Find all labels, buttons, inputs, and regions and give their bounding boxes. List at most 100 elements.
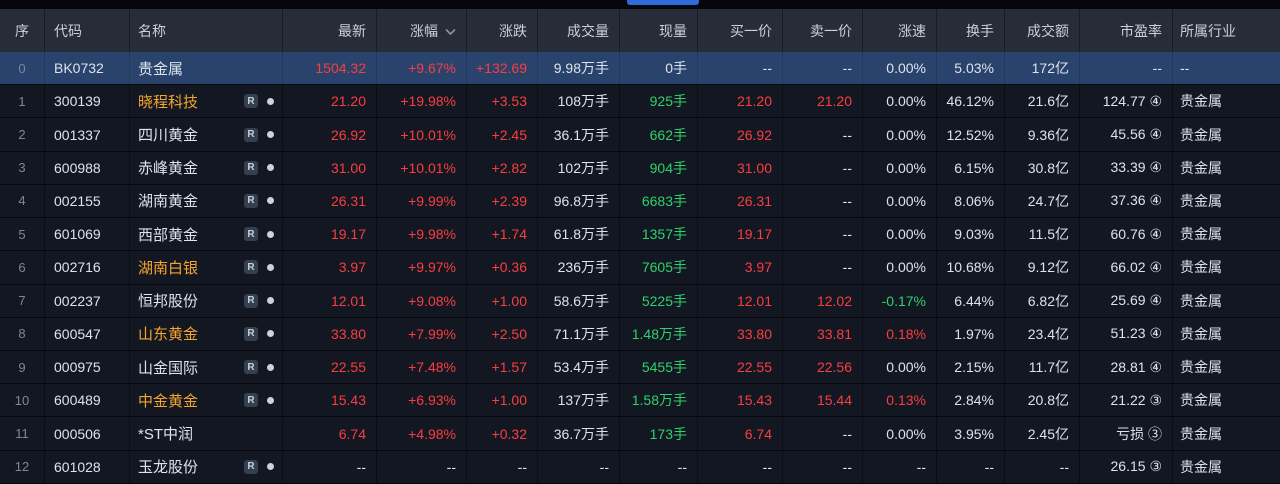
status-dot-icon [267,97,274,105]
table-row[interactable]: 7 002237 恒邦股份 R 12.01 +9.08% +1.00 58.6万手 5225手 1… [0,284,1280,318]
table-row[interactable]: 4 002155 湖南黄金 R 26.31 +9.99% +2.39 96.8万手 6683手 2… [0,184,1280,219]
cell-last: 12.01 [283,284,377,317]
cell-volume: 53.4万手 [538,350,620,384]
status-dot-icon [267,197,274,205]
header-label: 代码 [54,22,82,39]
cell-turnover: 6.15% [937,151,1005,184]
cell-speed: 0.00% [863,85,937,118]
cell-amount: 23.4亿 [1005,317,1080,350]
cell-bid: 31.00 [698,151,783,184]
cell-volume: 108万手 [538,85,620,118]
cell-last: 21.20 [283,85,377,118]
cell-change_pct: +9.99% [377,184,467,218]
margin-trading-r-badge-icon: R [244,193,258,208]
stock-name: 贵金属 [138,60,184,78]
cell-turnover: 9.03% [937,218,1005,251]
cell-code: 002716 [45,251,130,284]
header-cur_vol[interactable]: 现量 [620,9,698,52]
cell-turnover: 3.95% [937,417,1005,450]
cell-name: 湖南黄金 R [130,184,283,218]
header-change_pct[interactable]: 涨幅 [377,9,467,52]
header-seq[interactable]: 序 [0,9,45,52]
header-label: 现量 [659,22,687,39]
cell-code: 600547 [45,317,130,350]
status-dot-icon [267,363,274,371]
cell-change: +1.00 [467,384,538,417]
table-row[interactable]: 3 600988 赤峰黄金 R 31.00 +10.01% +2.82 102万手 904手 31… [0,151,1280,185]
cell-speed: 0.13% [863,384,937,417]
header-label: 涨速 [898,22,926,39]
header-ask[interactable]: 卖一价 [783,9,863,52]
table-row[interactable]: 9 000975 山金国际 R 22.55 +7.48% +1.57 53.4万手 5455手 2… [0,350,1280,385]
header-last[interactable]: 最新 [283,9,377,52]
cell-bid: 26.92 [698,118,783,151]
header-name[interactable]: 名称 [130,9,283,52]
cell-code: 000975 [45,350,130,384]
table-row[interactable]: 10 600489 中金黄金 R 15.43 +6.93% +1.00 137万手 1.58万手… [0,384,1280,418]
cell-seq: 2 [0,118,45,151]
cell-speed: 0.00% [863,417,937,450]
stock-name: 湖南黄金 [138,193,199,211]
cell-cur_vol: 173手 [620,417,698,450]
cell-seq: 11 [0,417,45,450]
table-row[interactable]: 5 601069 西部黄金 R 19.17 +9.98% +1.74 61.8万手 1357手 1… [0,218,1280,252]
cell-bid: 19.17 [698,218,783,251]
header-industry[interactable]: 所属行业 [1173,9,1280,52]
header-amount[interactable]: 成交额 [1005,9,1080,52]
stock-name: 山金国际 [138,359,199,377]
margin-trading-r-badge-icon: R [244,260,258,275]
table-row[interactable]: 12 601028 玉龙股份 R -- -- -- -- -- -- -- -- -- -- 26.15 ③… [0,450,1280,484]
table-row[interactable]: 0 BK0732 贵金属 1504.32 +9.67% +132.69 9.98万手 0手 --… [0,52,1280,86]
sort-chevron-down-icon[interactable] [445,28,456,36]
cell-change: +2.50 [467,317,538,350]
cell-volume: 36.1万手 [538,118,620,151]
cell-speed: 0.00% [863,184,937,218]
table-row[interactable]: 1 300139 晓程科技 R 21.20 +19.98% +3.53 108万手 925手 21… [0,85,1280,119]
cell-volume: 36.7万手 [538,417,620,450]
table-row[interactable]: 8 600547 山东黄金 R 33.80 +7.99% +2.50 71.1万手 1.48万手… [0,317,1280,351]
cell-code: 002155 [45,184,130,218]
header-label: 涨幅 [410,22,438,39]
active-tab-indicator[interactable] [627,0,699,5]
cell-seq: 4 [0,184,45,218]
header-turnover[interactable]: 换手 [937,9,1005,52]
cell-industry: 贵金属 [1180,458,1222,475]
header-speed[interactable]: 涨速 [863,9,937,52]
cell-pe: 37.36 ④ [1080,184,1173,218]
cell-speed: 0.00% [863,151,937,184]
header-bid[interactable]: 买一价 [698,9,783,52]
cell-last: -- [283,450,377,483]
cell-pe: 66.02 ④ [1080,251,1173,284]
header-label: 最新 [338,22,366,39]
table-row[interactable]: 2 001337 四川黄金 R 26.92 +10.01% +2.45 36.1万手 662手 2… [0,118,1280,152]
cell-cur_vol: 925手 [620,85,698,118]
header-change[interactable]: 涨跌 [467,9,538,52]
cell-last: 26.92 [283,118,377,151]
cell-bid: 33.80 [698,317,783,350]
header-pe[interactable]: 市盈率 [1080,9,1173,52]
table-row[interactable]: 6 002716 湖南白银 R 3.97 +9.97% +0.36 236万手 7605手 3.9… [0,251,1280,285]
cell-industry: 贵金属 [1180,292,1222,309]
cell-ask: -- [783,450,863,483]
table-row[interactable]: 11 000506 *ST中润 6.74 +4.98% +0.32 36.7万手 173手 6.… [0,417,1280,451]
cell-ask: 22.56 [783,350,863,384]
cell-ask: -- [783,184,863,218]
header-code[interactable]: 代码 [45,9,130,52]
margin-trading-r-badge-icon: R [244,360,258,375]
cell-name: 贵金属 [130,52,283,85]
status-dot-icon [267,330,274,338]
status-dot-icon [267,463,274,471]
header-label: 卖一价 [810,22,852,39]
cell-change: +3.53 [467,85,538,118]
stock-name: *ST中润 [138,426,194,444]
cell-change_pct: +4.98% [377,417,467,450]
cell-amount: 172亿 [1005,52,1080,85]
status-dot-icon [267,131,274,139]
header-volume[interactable]: 成交量 [538,9,620,52]
cell-change: -- [467,450,538,483]
margin-trading-r-badge-icon: R [244,227,258,242]
cell-seq: 9 [0,350,45,384]
cell-ask: -- [783,118,863,151]
cell-amount: 6.82亿 [1005,284,1080,317]
cell-last: 33.80 [283,317,377,350]
